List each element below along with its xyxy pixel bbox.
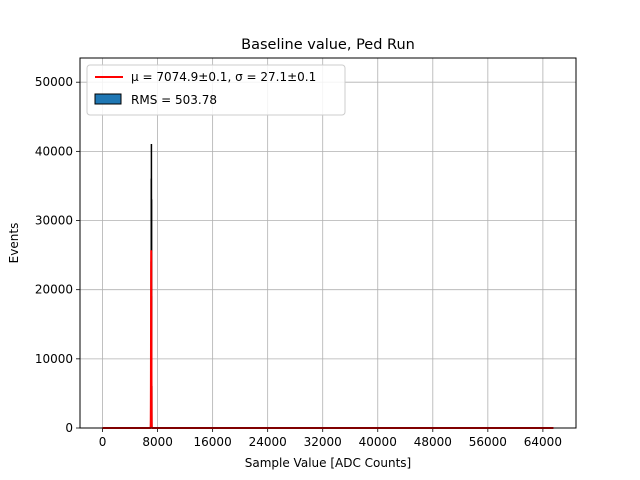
chart-title: Baseline value, Ped Run xyxy=(241,37,415,53)
legend-hist-label: RMS = 503.78 xyxy=(131,93,217,107)
y-tick-label: 0 xyxy=(65,421,73,435)
legend-fit-label: μ = 7074.9±0.1, σ = 27.1±0.1 xyxy=(131,70,316,84)
x-tick-label: 64000 xyxy=(524,435,562,449)
x-tick-label: 32000 xyxy=(304,435,342,449)
x-tick-label: 48000 xyxy=(414,435,452,449)
y-axis-label: Events xyxy=(7,223,21,264)
y-tick-label: 40000 xyxy=(35,144,73,158)
x-axis-label: Sample Value [ADC Counts] xyxy=(245,456,411,470)
legend-hist-swatch xyxy=(94,93,122,105)
x-tick-label: 8000 xyxy=(142,435,173,449)
x-tick-label: 56000 xyxy=(469,435,507,449)
legend: μ = 7074.9±0.1, σ = 27.1±0.1 RMS = 503.7… xyxy=(86,64,346,116)
grid xyxy=(80,58,576,429)
y-tick-label: 20000 xyxy=(35,283,73,297)
y-tick-label: 30000 xyxy=(35,214,73,228)
x-tick-label: 0 xyxy=(99,435,107,449)
legend-box xyxy=(86,64,346,116)
y-tick-label: 50000 xyxy=(35,75,73,89)
plot-frame xyxy=(79,57,577,429)
fit-curve xyxy=(102,250,554,429)
x-tick-label: 40000 xyxy=(359,435,397,449)
y-tick-label: 10000 xyxy=(35,352,73,366)
axis-ticks: 0 8000 16000 24000 32000 40000 48000 56000 64000… xyxy=(35,75,562,449)
x-tick-label: 16000 xyxy=(194,435,232,449)
x-tick-label: 24000 xyxy=(249,435,287,449)
